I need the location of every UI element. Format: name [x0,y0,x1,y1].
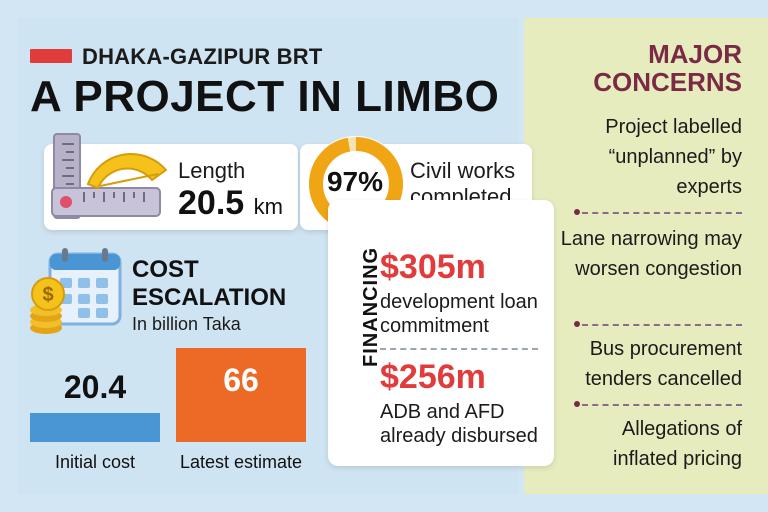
financing-desc-loan: development loan commitment [380,291,538,337]
bar-latest-value: 66 [223,362,259,398]
svg-text:$: $ [42,284,53,306]
concern-item: Bus procurement tenders cancelled [585,338,742,390]
divider-dot [574,401,580,407]
concern-item: Project labelled “unplanned” by experts [605,116,742,198]
bar-initial-value: 20.4 [63,369,127,405]
calendar-coins-icon: $ [30,248,122,334]
concern-divider [582,404,742,406]
bar-initial-cost [30,413,160,442]
financing-divider [380,348,538,350]
length-unit: km [253,194,283,219]
concern-item: Allegations of inflated pricing [613,418,742,470]
concern-item: Lane narrowing may worsen congestion [560,228,742,280]
financing-amount-loan: $305m [380,248,486,286]
headline: A PROJECT IN LIMBO [30,72,500,121]
financing-label: FINANCING [360,246,382,367]
kicker-title: DHAKA-GAZIPUR BRT [82,44,323,69]
financing-card [328,200,554,466]
concern-divider [582,212,742,214]
concern-divider [582,324,742,326]
financing-amount-disbursed: $256m [380,358,486,396]
bar-initial-label: Initial cost [54,452,136,472]
financing-desc-disbursed: ADB and AFD already disbursed [380,401,538,447]
concerns-title: MAJOR CONCERNS [593,39,742,97]
cost-title: COST ESCALATION [132,256,287,311]
major-concerns-panel [524,18,768,494]
length-value: 20.5 km [178,184,283,223]
civil-works-percent: 97% [326,166,384,197]
bar-latest-label: Latest estimate [179,452,303,472]
ruler-protractor-icon [51,133,168,219]
kicker-accent-bar [30,49,72,63]
length-number: 20.5 [178,184,245,222]
bar-latest-estimate [176,348,306,442]
divider-dot [574,209,580,215]
cost-subtitle: In billion Taka [132,314,241,334]
divider-dot [574,321,580,327]
length-label: Length [178,158,246,183]
